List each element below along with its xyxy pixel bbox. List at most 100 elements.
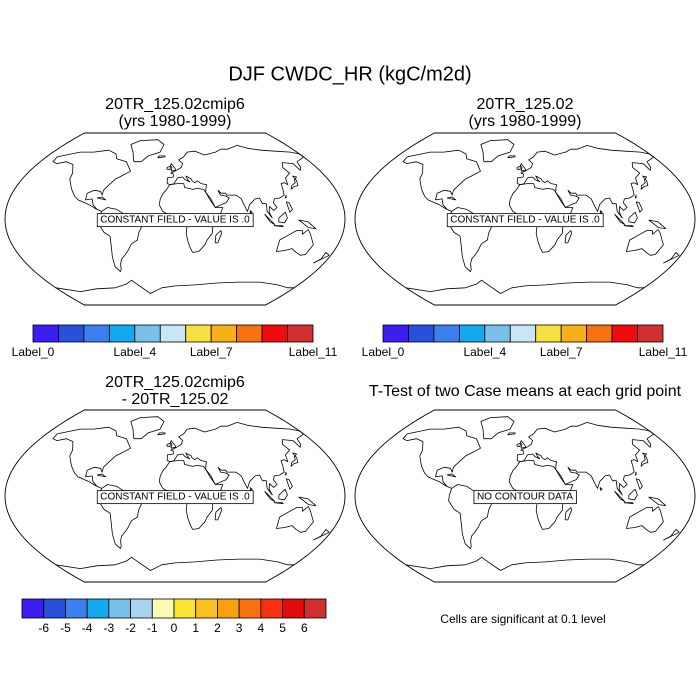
colorbar-box [458, 324, 486, 343]
colorbar-box [261, 324, 288, 343]
colorbar-label: 0 [171, 621, 178, 635]
coastline [214, 507, 222, 521]
colorbar-label: 5 [279, 621, 286, 635]
coastline [52, 426, 131, 489]
coastline [284, 471, 287, 476]
coastline [635, 478, 643, 490]
colorbar-box [151, 598, 175, 619]
message-box [96, 213, 254, 228]
coastline [640, 175, 649, 190]
colorbar-box [509, 324, 537, 343]
coastline [130, 416, 165, 440]
colorbar-box [287, 324, 314, 343]
coastline [249, 210, 253, 214]
colorbar-box [58, 324, 85, 343]
coastline [285, 478, 293, 490]
coastline [402, 149, 481, 212]
map-message: NO CONTOUR DATA [477, 492, 573, 503]
colorbar-box [611, 324, 638, 343]
coastline [298, 219, 317, 229]
colorbar-label: -3 [104, 621, 115, 635]
coastline [663, 529, 680, 541]
coastline [290, 452, 299, 467]
coastline [278, 488, 288, 501]
footnote: Cells are significant at 0.1 level [440, 612, 605, 626]
coastline [264, 490, 276, 503]
coastline [166, 145, 304, 219]
colorbar-label: -1 [147, 621, 158, 635]
colorbar-label: Label_4 [113, 345, 156, 359]
coastline [166, 443, 171, 447]
map-outline [4, 409, 346, 583]
coastline [166, 422, 304, 496]
coastline [564, 507, 572, 521]
panel-title: T-Test of two Case means at each grid po… [369, 383, 682, 400]
colorbar-box [173, 598, 197, 619]
coastline [313, 252, 330, 264]
colorbar-label: 2 [214, 621, 221, 635]
colorbar-label: -4 [82, 621, 93, 635]
map-message: CONSTANT FIELD - VALUE IS .0 [450, 215, 600, 226]
coastline [276, 229, 314, 256]
colorbar-box [21, 598, 45, 619]
colorbar-box [65, 598, 88, 619]
coastline [130, 139, 165, 163]
colorbar-box [195, 598, 218, 619]
colorbar-label: 4 [258, 621, 265, 635]
colorbar-box [32, 324, 59, 343]
panel-title: 20TR_125.02 [477, 96, 574, 113]
panel-title: 20TR_125.02cmip6 [105, 96, 245, 113]
colorbar-box [159, 324, 187, 343]
coastline [480, 139, 515, 163]
colorbar-label: -6 [38, 621, 49, 635]
map-message: CONSTANT FIELD - VALUE IS .0 [100, 215, 250, 226]
message-box [96, 490, 254, 505]
figure-title: DJF CWDC_HR (kgC/m2d) [228, 63, 471, 85]
colorbar-box [83, 324, 110, 343]
message-box [446, 213, 604, 228]
coastline [157, 155, 166, 159]
colorbar-box [238, 598, 262, 619]
colorbar-box [282, 598, 305, 619]
coastline [55, 279, 295, 294]
colorbar-box [86, 598, 110, 619]
coastline [516, 145, 654, 219]
coastline [564, 230, 572, 244]
map-outline [354, 409, 696, 583]
coastline [96, 196, 107, 201]
coastline [273, 502, 284, 504]
map-message: CONSTANT FIELD - VALUE IS .0 [100, 492, 250, 503]
coastline [626, 229, 664, 256]
colorbar-label: Label_7 [190, 345, 233, 359]
coastline [634, 471, 637, 476]
panel-title: 20TR_125.02cmip6 [105, 374, 245, 391]
coastline [290, 175, 299, 190]
colorbar-box [130, 598, 153, 619]
coastline [96, 473, 107, 478]
coastline [663, 252, 680, 264]
message-box [473, 490, 577, 505]
coastline [516, 422, 654, 496]
coastline [298, 496, 317, 506]
coastline [640, 452, 649, 467]
coastline [623, 502, 634, 504]
colorbar-box [210, 324, 238, 343]
colorbar-box [260, 598, 283, 619]
coastline [614, 490, 626, 503]
coastline [264, 213, 276, 226]
map [354, 409, 696, 583]
coastline [249, 487, 253, 491]
coastline [520, 163, 527, 172]
coastline [626, 506, 664, 533]
coastline [614, 213, 626, 226]
map [4, 132, 346, 306]
colorbar-label: 1 [192, 621, 199, 635]
colorbar-box [236, 324, 263, 343]
coastline [276, 506, 314, 533]
colorbar-box [43, 598, 66, 619]
coastline [628, 211, 638, 224]
map-outline [4, 132, 346, 306]
colorbar-box [108, 324, 136, 343]
coastline [507, 432, 516, 436]
